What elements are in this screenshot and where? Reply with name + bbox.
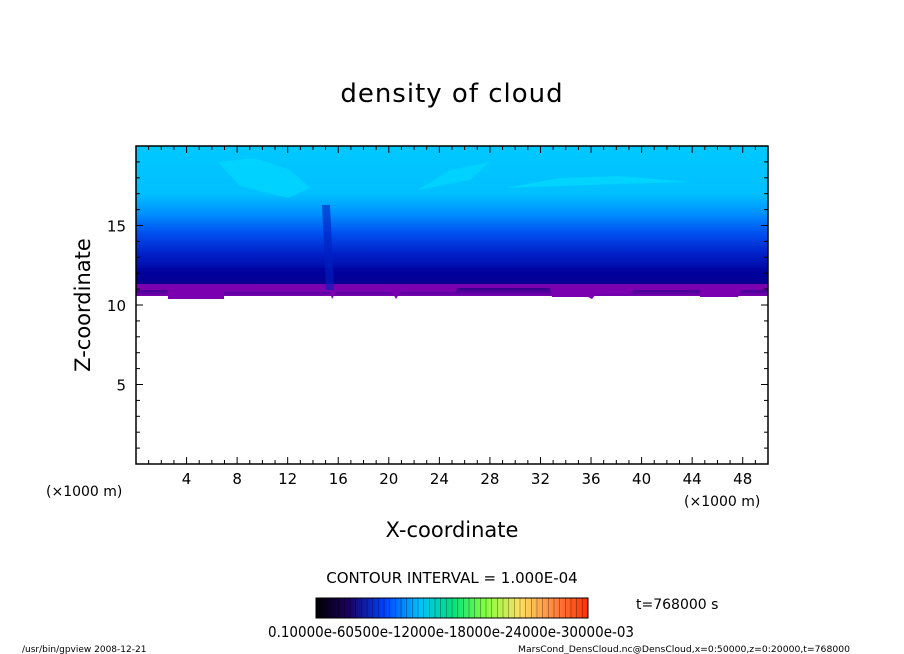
contour-interval: CONTOUR INTERVAL = 1.000E-04 [326, 569, 577, 587]
x-tick-label: 44 [683, 470, 702, 488]
x-tick-label: 4 [182, 470, 192, 488]
x-tick-label: 40 [632, 470, 651, 488]
y-axis-label: Z-coordinate [71, 238, 95, 372]
footer-right: MarsCond_DensCloud.nc@DensCloud,x=0:5000… [518, 645, 850, 654]
cloud-density-field [136, 146, 768, 299]
vertical-streak [322, 205, 334, 290]
x-axis-label: X-coordinate [386, 518, 519, 542]
colorbar-ticks [321, 598, 583, 618]
x-tick-label: 32 [531, 470, 550, 488]
dense-band [136, 268, 768, 284]
x-tick-label: 36 [581, 470, 600, 488]
x-axis: 4 8 12 16 20 24 28 32 36 40 44 48 [148, 146, 756, 488]
x-tick-label: 24 [430, 470, 449, 488]
time-label: t=768000 s [636, 597, 718, 613]
cloud-base-fringe [136, 284, 768, 299]
upper-lighter-patch-3 [505, 176, 690, 188]
y-tick-label: 5 [116, 377, 126, 395]
x-tick-label: 28 [480, 470, 499, 488]
chart-title: density of cloud [340, 79, 563, 109]
y-tick-label: 15 [107, 218, 126, 236]
upper-lighter-patch [218, 158, 310, 198]
x-unit-label-left: (×1000 m) [46, 484, 122, 500]
x-tick-label: 16 [329, 470, 348, 488]
y-axis: 5 10 15 [107, 161, 768, 449]
y-tick-label: 10 [107, 297, 126, 315]
footer-left: /usr/bin/gpview 2008-12-21 [22, 645, 146, 654]
x-tick-label: 48 [733, 470, 752, 488]
x-tick-label: 12 [278, 470, 297, 488]
x-tick-label: 8 [232, 470, 242, 488]
upper-lighter-patch-2 [418, 162, 490, 190]
colorbar-labels: 0.10000e-60500e-12000e-18000e-24000e-300… [268, 623, 634, 641]
x-unit-label-right: (×1000 m) [684, 494, 760, 510]
x-tick-label: 20 [379, 470, 398, 488]
